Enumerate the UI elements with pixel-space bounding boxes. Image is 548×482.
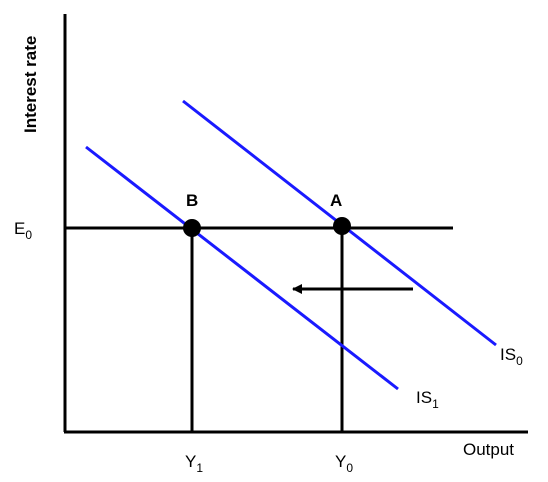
point-b-label: B [186,191,198,210]
point-a-marker [333,217,351,235]
is1-sub: 1 [432,397,439,411]
y0-base: Y [335,452,346,471]
y0-label: Y0 [335,452,353,475]
is0-label: IS0 [500,345,523,368]
y-axis-label: Interest rate [21,36,40,133]
e0-base: E [14,219,25,238]
is0-base: IS [500,345,516,364]
is1-curve [85,145,399,391]
y1-base: Y [185,452,196,471]
y1-label: Y1 [185,452,203,475]
point-a-label: A [330,191,342,210]
point-b-marker [183,219,201,237]
e0-sub: 0 [25,228,32,242]
y1-sub: 1 [196,461,203,475]
e0-label: E0 [14,219,32,242]
is1-label: IS1 [416,388,439,411]
y0-sub: 0 [346,461,353,475]
x-axis-label: Output [463,440,514,459]
is0-sub: 0 [516,354,523,368]
is1-base: IS [416,388,432,407]
